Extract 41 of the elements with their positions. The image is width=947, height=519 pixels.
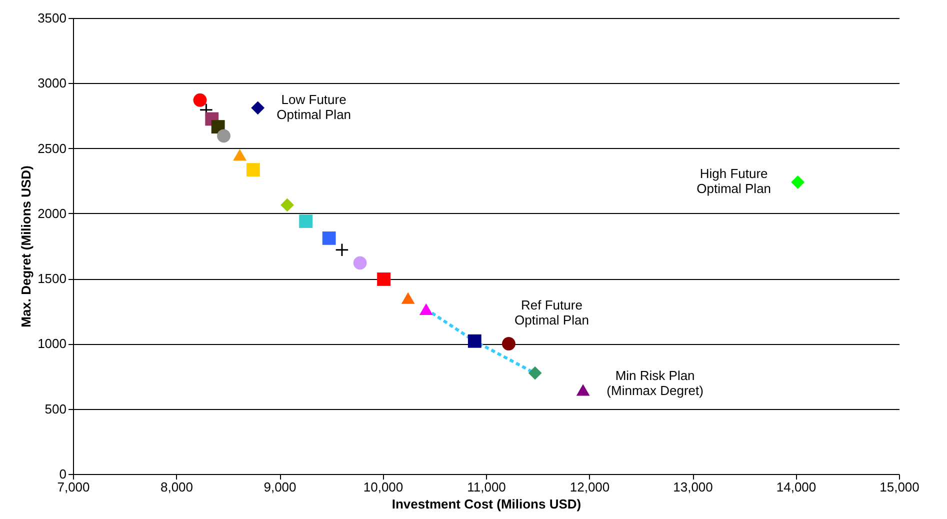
point bbox=[401, 292, 415, 304]
x-tick-label: 8,000 bbox=[160, 480, 194, 494]
annotation: Ref Future Optimal Plan bbox=[514, 298, 589, 328]
x-tick-label: 11,000 bbox=[467, 480, 506, 494]
point bbox=[251, 101, 265, 115]
annotation: Min Risk Plan (Minmax Degret) bbox=[606, 368, 704, 398]
annotation: High Future Optimal Plan bbox=[696, 166, 772, 196]
point bbox=[217, 129, 230, 143]
point bbox=[353, 256, 367, 270]
point bbox=[193, 93, 207, 107]
point bbox=[299, 214, 313, 228]
annotation: Low Future Optimal Plan bbox=[276, 92, 352, 122]
x-tick-label: 12,000 bbox=[570, 480, 610, 494]
y-tick-label: 2500 bbox=[38, 140, 66, 156]
point bbox=[377, 272, 390, 286]
point bbox=[791, 175, 805, 189]
y-tick-label: 3500 bbox=[38, 10, 66, 26]
y-tick-label: 1500 bbox=[38, 271, 66, 286]
x-tick-label: 9,000 bbox=[264, 480, 296, 494]
x-tick-label: 10,000 bbox=[363, 480, 404, 494]
point bbox=[419, 303, 433, 315]
point bbox=[322, 231, 336, 245]
x-tick-label: 14,000 bbox=[776, 480, 816, 494]
x-tick-label: 13,000 bbox=[673, 480, 713, 494]
point bbox=[502, 337, 516, 350]
x-tick-label: 15,000 bbox=[880, 480, 920, 494]
y-axis-title: Max. Degret (Milions USD) bbox=[18, 166, 34, 328]
y-tick-label: 1000 bbox=[38, 336, 66, 352]
y-tick-label: 500 bbox=[44, 401, 66, 416]
x-axis-title: Investment Cost (Milions USD) bbox=[392, 496, 582, 512]
y-tick-label: 3000 bbox=[38, 76, 66, 91]
point bbox=[468, 334, 482, 348]
point bbox=[233, 148, 246, 161]
y-tick-label: 2000 bbox=[38, 206, 66, 221]
y-tick-label: 0 bbox=[59, 466, 66, 482]
point bbox=[280, 198, 294, 212]
point bbox=[528, 366, 542, 380]
point bbox=[576, 384, 590, 396]
x-tick-label: 7,000 bbox=[57, 480, 90, 494]
point bbox=[246, 163, 260, 176]
point bbox=[335, 243, 349, 257]
